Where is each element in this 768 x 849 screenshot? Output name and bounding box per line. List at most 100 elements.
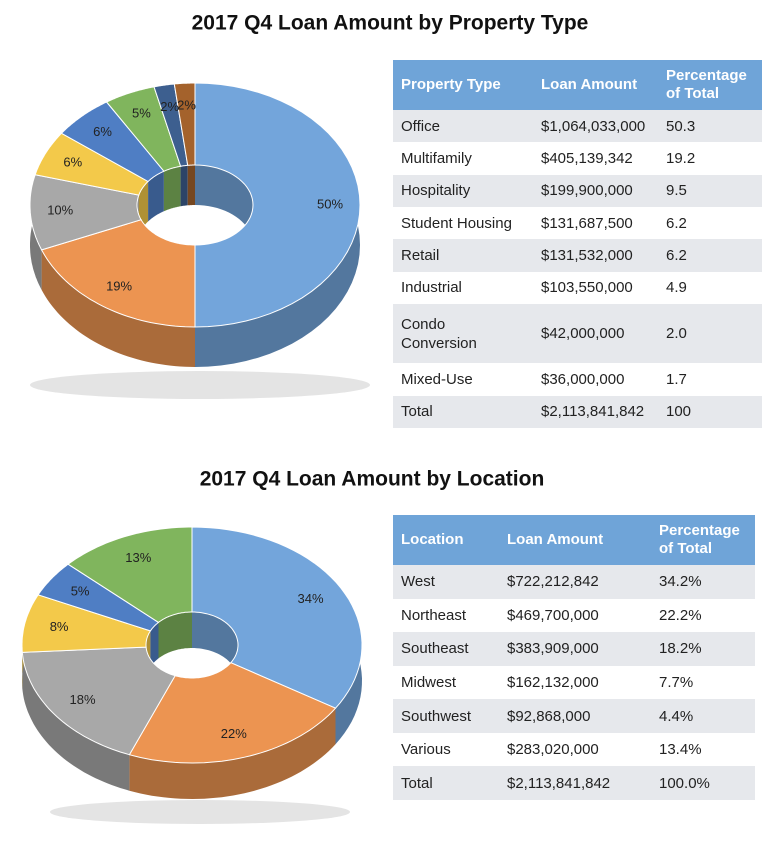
table-cell: Mixed-Use bbox=[401, 370, 473, 388]
table-cell: Southeast bbox=[393, 632, 499, 666]
table-cell: 6.2 bbox=[666, 214, 687, 232]
table-cell: Hospitality bbox=[393, 174, 533, 208]
table-cell: Midwest bbox=[401, 673, 457, 691]
data-label: 50% bbox=[317, 196, 343, 211]
slice bbox=[173, 82, 196, 166]
table-cell: Multifamily bbox=[401, 150, 472, 168]
chart-title: 2017 Q4 Loan Amount by Property Type bbox=[192, 12, 589, 35]
table-cell: 9.5 bbox=[658, 174, 762, 208]
table-cell: 100 bbox=[658, 395, 762, 428]
table: Location Loan Amount Percentage of Total We… bbox=[393, 515, 755, 800]
table-cell: $92,868,000 bbox=[499, 699, 651, 733]
table-cell: 7.7% bbox=[659, 673, 694, 691]
table-cell: Office bbox=[393, 110, 533, 143]
table-row: Total $2,113,841,842 100.0% bbox=[393, 766, 755, 800]
table-cell: $2,113,841,842 bbox=[499, 766, 651, 800]
table-cell: $42,000,000 bbox=[533, 304, 658, 364]
table-row: Mixed-Use $36,000,000 1.7 bbox=[393, 363, 762, 395]
table-row: Hospitality $199,900,000 9.5 bbox=[393, 174, 762, 208]
chart-title: 2017 Q4 Loan Amount by Location bbox=[200, 468, 545, 491]
table-row: Multifamily $405,139,342 19.2 bbox=[393, 142, 762, 174]
table-cell: 6.2 bbox=[658, 239, 762, 272]
table-cell: West bbox=[393, 565, 499, 599]
table-row: Midwest $162,132,000 7.7% bbox=[393, 666, 755, 700]
table-cell: Industrial bbox=[401, 279, 462, 297]
table-cell: Total bbox=[393, 395, 533, 428]
table-cell: $103,550,000 bbox=[541, 279, 633, 297]
header-cell: Location bbox=[393, 515, 499, 565]
data-label: 8% bbox=[50, 619, 69, 634]
table-cell: $722,212,842 bbox=[499, 565, 651, 599]
table-cell: $199,900,000 bbox=[533, 174, 658, 208]
data-label: 34% bbox=[298, 591, 324, 606]
slice-side bbox=[192, 612, 238, 699]
data-label: 13% bbox=[125, 550, 151, 565]
table-cell: 13.4% bbox=[659, 741, 702, 759]
table: Property Type Loan Amount Percentage of To… bbox=[393, 60, 762, 428]
slice-side bbox=[187, 165, 195, 206]
table-cell: Various bbox=[401, 741, 451, 759]
table-cell: 18.2% bbox=[651, 632, 755, 666]
table-row: Northeast $469,700,000 22.2% bbox=[393, 599, 755, 633]
slice-side bbox=[150, 622, 159, 667]
table-cell: Northeast bbox=[401, 606, 467, 624]
slice-side bbox=[41, 249, 195, 367]
data-label: 2% bbox=[177, 98, 196, 113]
table-row: Southwest $92,868,000 4.4% bbox=[393, 699, 755, 733]
table-row: West $722,212,842 34.2% bbox=[393, 565, 755, 599]
slice bbox=[67, 526, 193, 624]
table-row: Southeast $383,909,000 18.2% bbox=[393, 632, 755, 666]
data-label: 18% bbox=[70, 692, 96, 707]
table-cell: 1.7 bbox=[666, 370, 687, 388]
table-cell: $2,113,841,842 bbox=[533, 395, 658, 428]
table-cell: Southwest bbox=[393, 699, 499, 733]
slice-side bbox=[163, 166, 181, 212]
table-cell: 50.3 bbox=[658, 110, 762, 143]
table-cell: $162,132,000 bbox=[507, 673, 599, 691]
data-label: 10% bbox=[47, 203, 73, 218]
data-label: 5% bbox=[71, 583, 90, 598]
header-row: Property Type Loan Amount Percentage of To… bbox=[393, 60, 762, 110]
table-cell: $1,064,033,000 bbox=[533, 110, 658, 143]
table-cell: 34.2% bbox=[651, 565, 755, 599]
table-row: Office $1,064,033,000 50.3 bbox=[393, 110, 762, 143]
table-row: Total $2,113,841,842 100 bbox=[393, 395, 762, 428]
data-label: 2% bbox=[160, 99, 179, 114]
table-cell: Total bbox=[393, 766, 499, 800]
header-cell: Loan Amount bbox=[499, 515, 651, 565]
data-label: 6% bbox=[63, 154, 82, 169]
table-cell: $36,000,000 bbox=[541, 370, 625, 388]
table-cell: $131,687,500 bbox=[541, 214, 633, 232]
data-label: 19% bbox=[106, 278, 132, 293]
table-cell: $405,139,342 bbox=[541, 150, 633, 168]
table-cell: Student Housing bbox=[401, 214, 512, 232]
table-row: Retail $131,532,000 6.2 bbox=[393, 239, 762, 272]
slice-side bbox=[158, 612, 192, 659]
table-cell: 22.2% bbox=[659, 606, 702, 624]
header-cell: Percentage of Total bbox=[651, 515, 755, 565]
table-cell: 19.2 bbox=[666, 150, 696, 168]
slice-side bbox=[129, 708, 336, 799]
table-row: Condo Conversion $42,000,000 2.0 bbox=[393, 304, 762, 364]
shadow bbox=[30, 371, 370, 399]
slice-side bbox=[148, 171, 164, 222]
shadow bbox=[50, 800, 350, 824]
table-cell: Condo Conversion bbox=[393, 304, 533, 364]
header-row: Location Loan Amount Percentage of Total bbox=[393, 515, 755, 565]
header-cell: Loan Amount bbox=[533, 60, 658, 110]
table-cell: 100.0% bbox=[651, 766, 755, 800]
table-row: Various $283,020,000 13.4% bbox=[393, 733, 755, 767]
table-cell: $383,909,000 bbox=[499, 632, 651, 666]
data-label: 5% bbox=[132, 106, 151, 121]
header-cell: Property Type bbox=[393, 60, 533, 110]
table-cell: 4.4% bbox=[651, 699, 755, 733]
table-cell: $131,532,000 bbox=[533, 239, 658, 272]
slice-side bbox=[22, 652, 130, 791]
table-row: Student Housing $131,687,500 6.2 bbox=[393, 207, 762, 239]
table-cell: $283,020,000 bbox=[507, 741, 599, 759]
table-cell: $469,700,000 bbox=[507, 606, 599, 624]
table-cell: 4.9 bbox=[666, 279, 687, 297]
data-label: 22% bbox=[221, 726, 247, 741]
